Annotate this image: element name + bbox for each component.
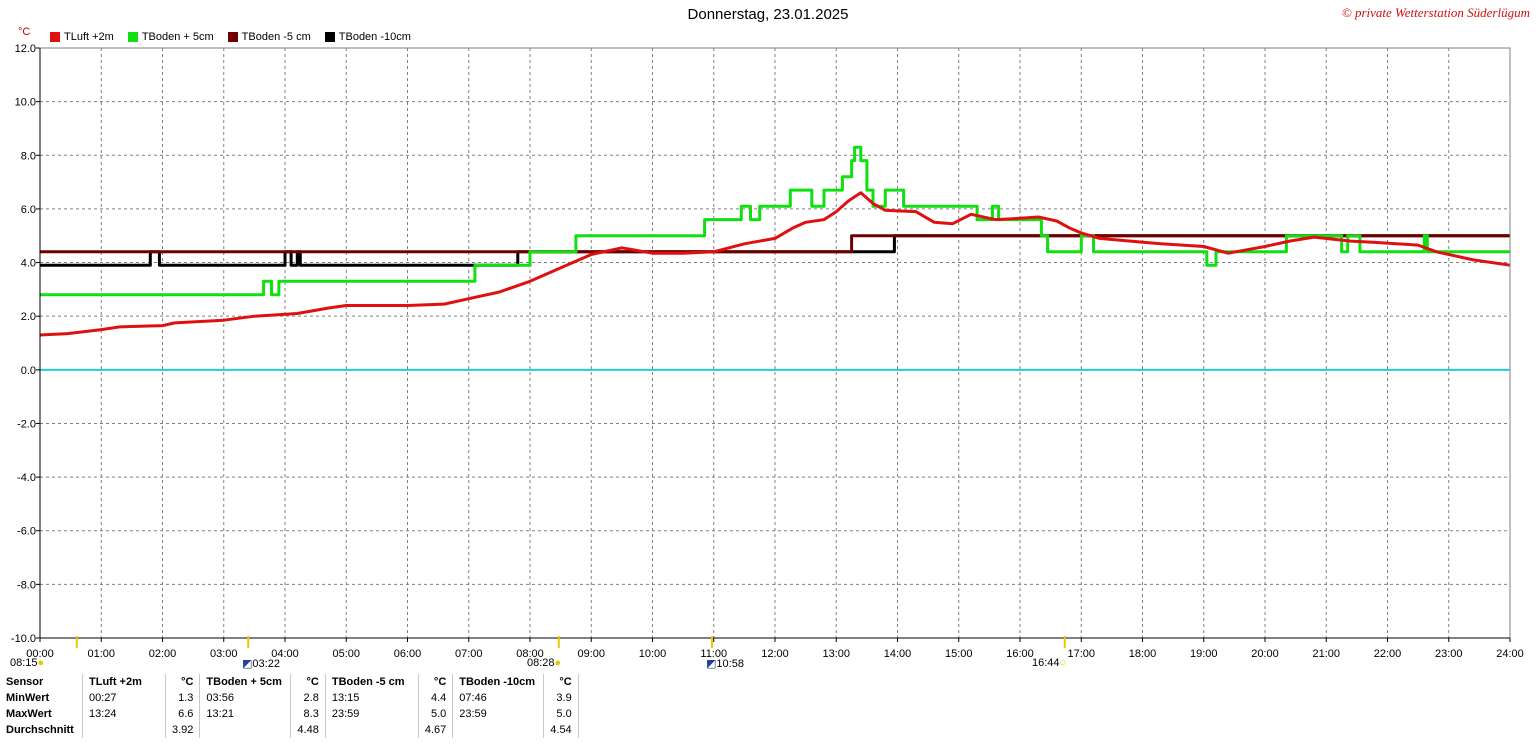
stats-table: Sensor TLuft +2m °C TBoden + 5cm °C TBod…	[0, 674, 579, 738]
x-tick-label: 24:00	[1496, 648, 1524, 660]
x-tick-label: 22:00	[1374, 648, 1402, 660]
x-tick-label: 23:00	[1435, 648, 1463, 660]
table-row: Durchschnitt 3.92 4.48 4.67 4.54	[0, 722, 579, 738]
y-tick-label: -2.0	[17, 418, 36, 430]
x-tick-label: 13:00	[822, 648, 850, 660]
x-tick-label: 16:00	[1006, 648, 1034, 660]
copyright-text: © private Wetterstation Süderlügum	[1341, 5, 1530, 20]
y-tick-label: -10.0	[11, 633, 36, 645]
legend-swatch	[227, 32, 238, 42]
legend-swatch	[324, 32, 335, 42]
y-tick-label: 12.0	[15, 43, 36, 55]
sun-marker-2: 08:28●	[527, 657, 562, 669]
x-tick-label: 09:00	[577, 648, 605, 660]
chart-axes	[36, 47, 1511, 648]
x-tick-label: 14:00	[884, 648, 912, 660]
table-row: MinWert 00:27 1.3 03:56 2.8 13:15 4.4 07…	[0, 690, 579, 706]
x-tick-label: 06:00	[394, 648, 422, 660]
series-line-1	[40, 145, 1510, 297]
y-tick-label: -6.0	[17, 526, 36, 538]
y-tick-label: 6.0	[21, 204, 36, 216]
chart-legend: TLuft +2m TBoden + 5cm TBoden -5 cm TBod…	[50, 31, 425, 43]
moon-icon: ◩	[706, 658, 717, 670]
y-tick-label: -8.0	[17, 579, 36, 591]
y-tick-label: -4.0	[17, 472, 36, 484]
sun-marker-1: ◩03:22	[242, 658, 280, 670]
series-line-0	[39, 191, 1511, 337]
moon-icon: ◩	[242, 658, 253, 670]
chart-tick-labels: 00:00 01:00 02:00 03:00 04:00 05:00 06:00 07:00…	[11, 43, 1524, 660]
x-tick-label: 18:00	[1129, 648, 1157, 660]
x-tick-label: 20:00	[1251, 648, 1279, 660]
chart-series	[39, 145, 1511, 337]
y-tick-label: 8.0	[21, 150, 36, 162]
x-tick-label: 02:00	[149, 648, 177, 660]
y-axis-unit: °C	[18, 26, 31, 38]
y-tick-label: 10.0	[15, 97, 36, 109]
temperature-chart: 00:00 01:00 02:00 03:00 04:00 05:00 06:00 07:00…	[11, 43, 1524, 660]
chart-title: Donnerstag, 23.01.2025	[687, 6, 849, 23]
table-row: Sensor TLuft +2m °C TBoden + 5cm °C TBod…	[0, 674, 579, 690]
chart-grid	[40, 48, 1510, 638]
y-tick-label: 2.0	[21, 311, 36, 323]
x-tick-label: 10:00	[639, 648, 667, 660]
x-tick-label: 08:00	[516, 648, 544, 660]
y-tick-label: 4.0	[21, 258, 36, 270]
x-tick-label: 17:00	[1067, 648, 1095, 660]
legend-label: TBoden -10cm	[338, 31, 411, 43]
legend-item-tboden-plus5: TBoden + 5cm	[127, 31, 214, 43]
x-tick-label: 12:00	[761, 648, 789, 660]
legend-swatch	[127, 32, 138, 42]
x-tick-label: 03:00	[210, 648, 238, 660]
legend-label: TLuft +2m	[64, 31, 114, 43]
legend-swatch	[50, 32, 60, 42]
x-tick-label: 04:00	[271, 648, 299, 660]
x-tick-label: 07:00	[455, 648, 483, 660]
legend-label: TBoden -5 cm	[241, 31, 311, 43]
x-tick-label: 00:00	[26, 648, 54, 660]
x-tick-label: 11:00	[700, 648, 727, 660]
x-tick-label: 15:00	[945, 648, 973, 660]
sun-icon: ●	[37, 657, 45, 669]
legend-item-tboden-minus10: TBoden -10cm	[324, 31, 411, 43]
x-tick-label: 01:00	[87, 648, 115, 660]
x-tick-label: 21:00	[1312, 648, 1340, 660]
series-line-2	[40, 234, 1510, 254]
legend-label: TBoden + 5cm	[141, 31, 214, 43]
sun-marker-3: ◩10:58	[706, 658, 744, 670]
sun-marker-0: 08:15●	[10, 657, 45, 669]
sun-marker-4: 16:44○	[1032, 657, 1067, 669]
x-tick-label: 19:00	[1190, 648, 1218, 660]
y-tick-label: 0.0	[21, 365, 36, 377]
sunrise-icon: ●	[554, 657, 562, 669]
table-row: MaxWert 13:24 6.6 13:21 8.3 23:59 5.0 23…	[0, 706, 579, 722]
sunset-icon: ○	[1059, 657, 1067, 669]
legend-item-tboden-minus5: TBoden -5 cm	[227, 31, 311, 43]
x-tick-label: 05:00	[332, 648, 360, 660]
legend-item-tluft: TLuft +2m	[50, 31, 114, 43]
